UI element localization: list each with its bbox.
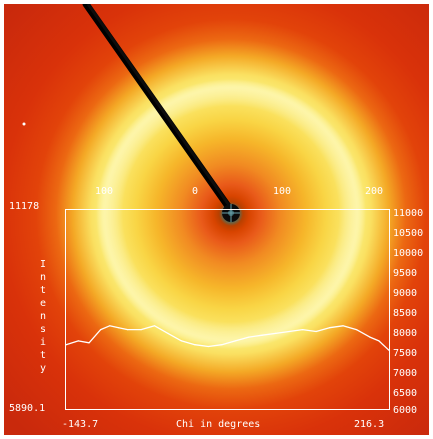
diffraction-image: 100 0 100 200 11178 Intensity 5890.1 110… <box>4 4 429 435</box>
intensity-point <box>194 344 196 346</box>
intensity-point <box>234 340 236 342</box>
intensity-point <box>180 340 183 342</box>
top-tick-2: 0 <box>192 186 199 197</box>
right-tick: 9000 <box>393 288 418 299</box>
plot-frame <box>65 209 390 410</box>
right-tick: 8000 <box>393 328 418 339</box>
intensity-point <box>77 340 79 342</box>
intensity-point <box>275 332 277 334</box>
intensity-point <box>167 332 169 334</box>
intensity-point <box>65 344 67 346</box>
intensity-line <box>65 325 390 351</box>
intensity-point <box>127 329 129 331</box>
intensity-point <box>302 329 304 331</box>
intensity-point <box>154 325 156 327</box>
right-tick: 9500 <box>393 268 418 279</box>
intensity-point <box>342 325 344 327</box>
intensity-point <box>221 344 223 346</box>
left-axis-max: 11178 <box>9 201 40 212</box>
right-tick: 7500 <box>393 348 418 359</box>
x-axis-min-label: -143.7 <box>62 419 99 430</box>
right-tick: 7000 <box>393 368 418 379</box>
intensity-point <box>207 345 209 348</box>
top-tick-1: 100 <box>95 186 114 197</box>
intensity-point <box>100 329 102 331</box>
y-axis-title: Intensity <box>39 259 47 374</box>
right-tick: 10000 <box>393 248 424 259</box>
intensity-point <box>140 329 142 331</box>
intensity-point <box>369 336 371 338</box>
left-axis-min: 5890.1 <box>9 403 46 414</box>
intensity-point <box>248 336 250 338</box>
x-axis-title: Chi in degrees <box>176 419 261 430</box>
intensity-point <box>118 327 120 329</box>
intensity-point <box>315 330 317 333</box>
intensity-point <box>378 340 380 342</box>
intensity-point <box>109 325 111 327</box>
intensity-trace <box>65 325 390 351</box>
intensity-point <box>388 349 390 351</box>
right-tick: 11000 <box>393 208 424 219</box>
x-axis-max-label: 216.3 <box>354 419 385 430</box>
top-tick-3: 100 <box>273 186 292 197</box>
right-tick: 10500 <box>393 228 424 239</box>
intensity-point <box>288 330 290 333</box>
intensity-point <box>328 327 331 329</box>
beam-stop <box>82 4 240 222</box>
right-tick: 6500 <box>393 388 418 399</box>
right-tick: 6000 <box>393 405 418 416</box>
intensity-point <box>261 334 263 336</box>
intensity-point <box>355 329 357 331</box>
intensity-point <box>88 342 90 344</box>
top-tick-4: 200 <box>365 186 384 197</box>
right-tick: 8500 <box>393 308 418 319</box>
